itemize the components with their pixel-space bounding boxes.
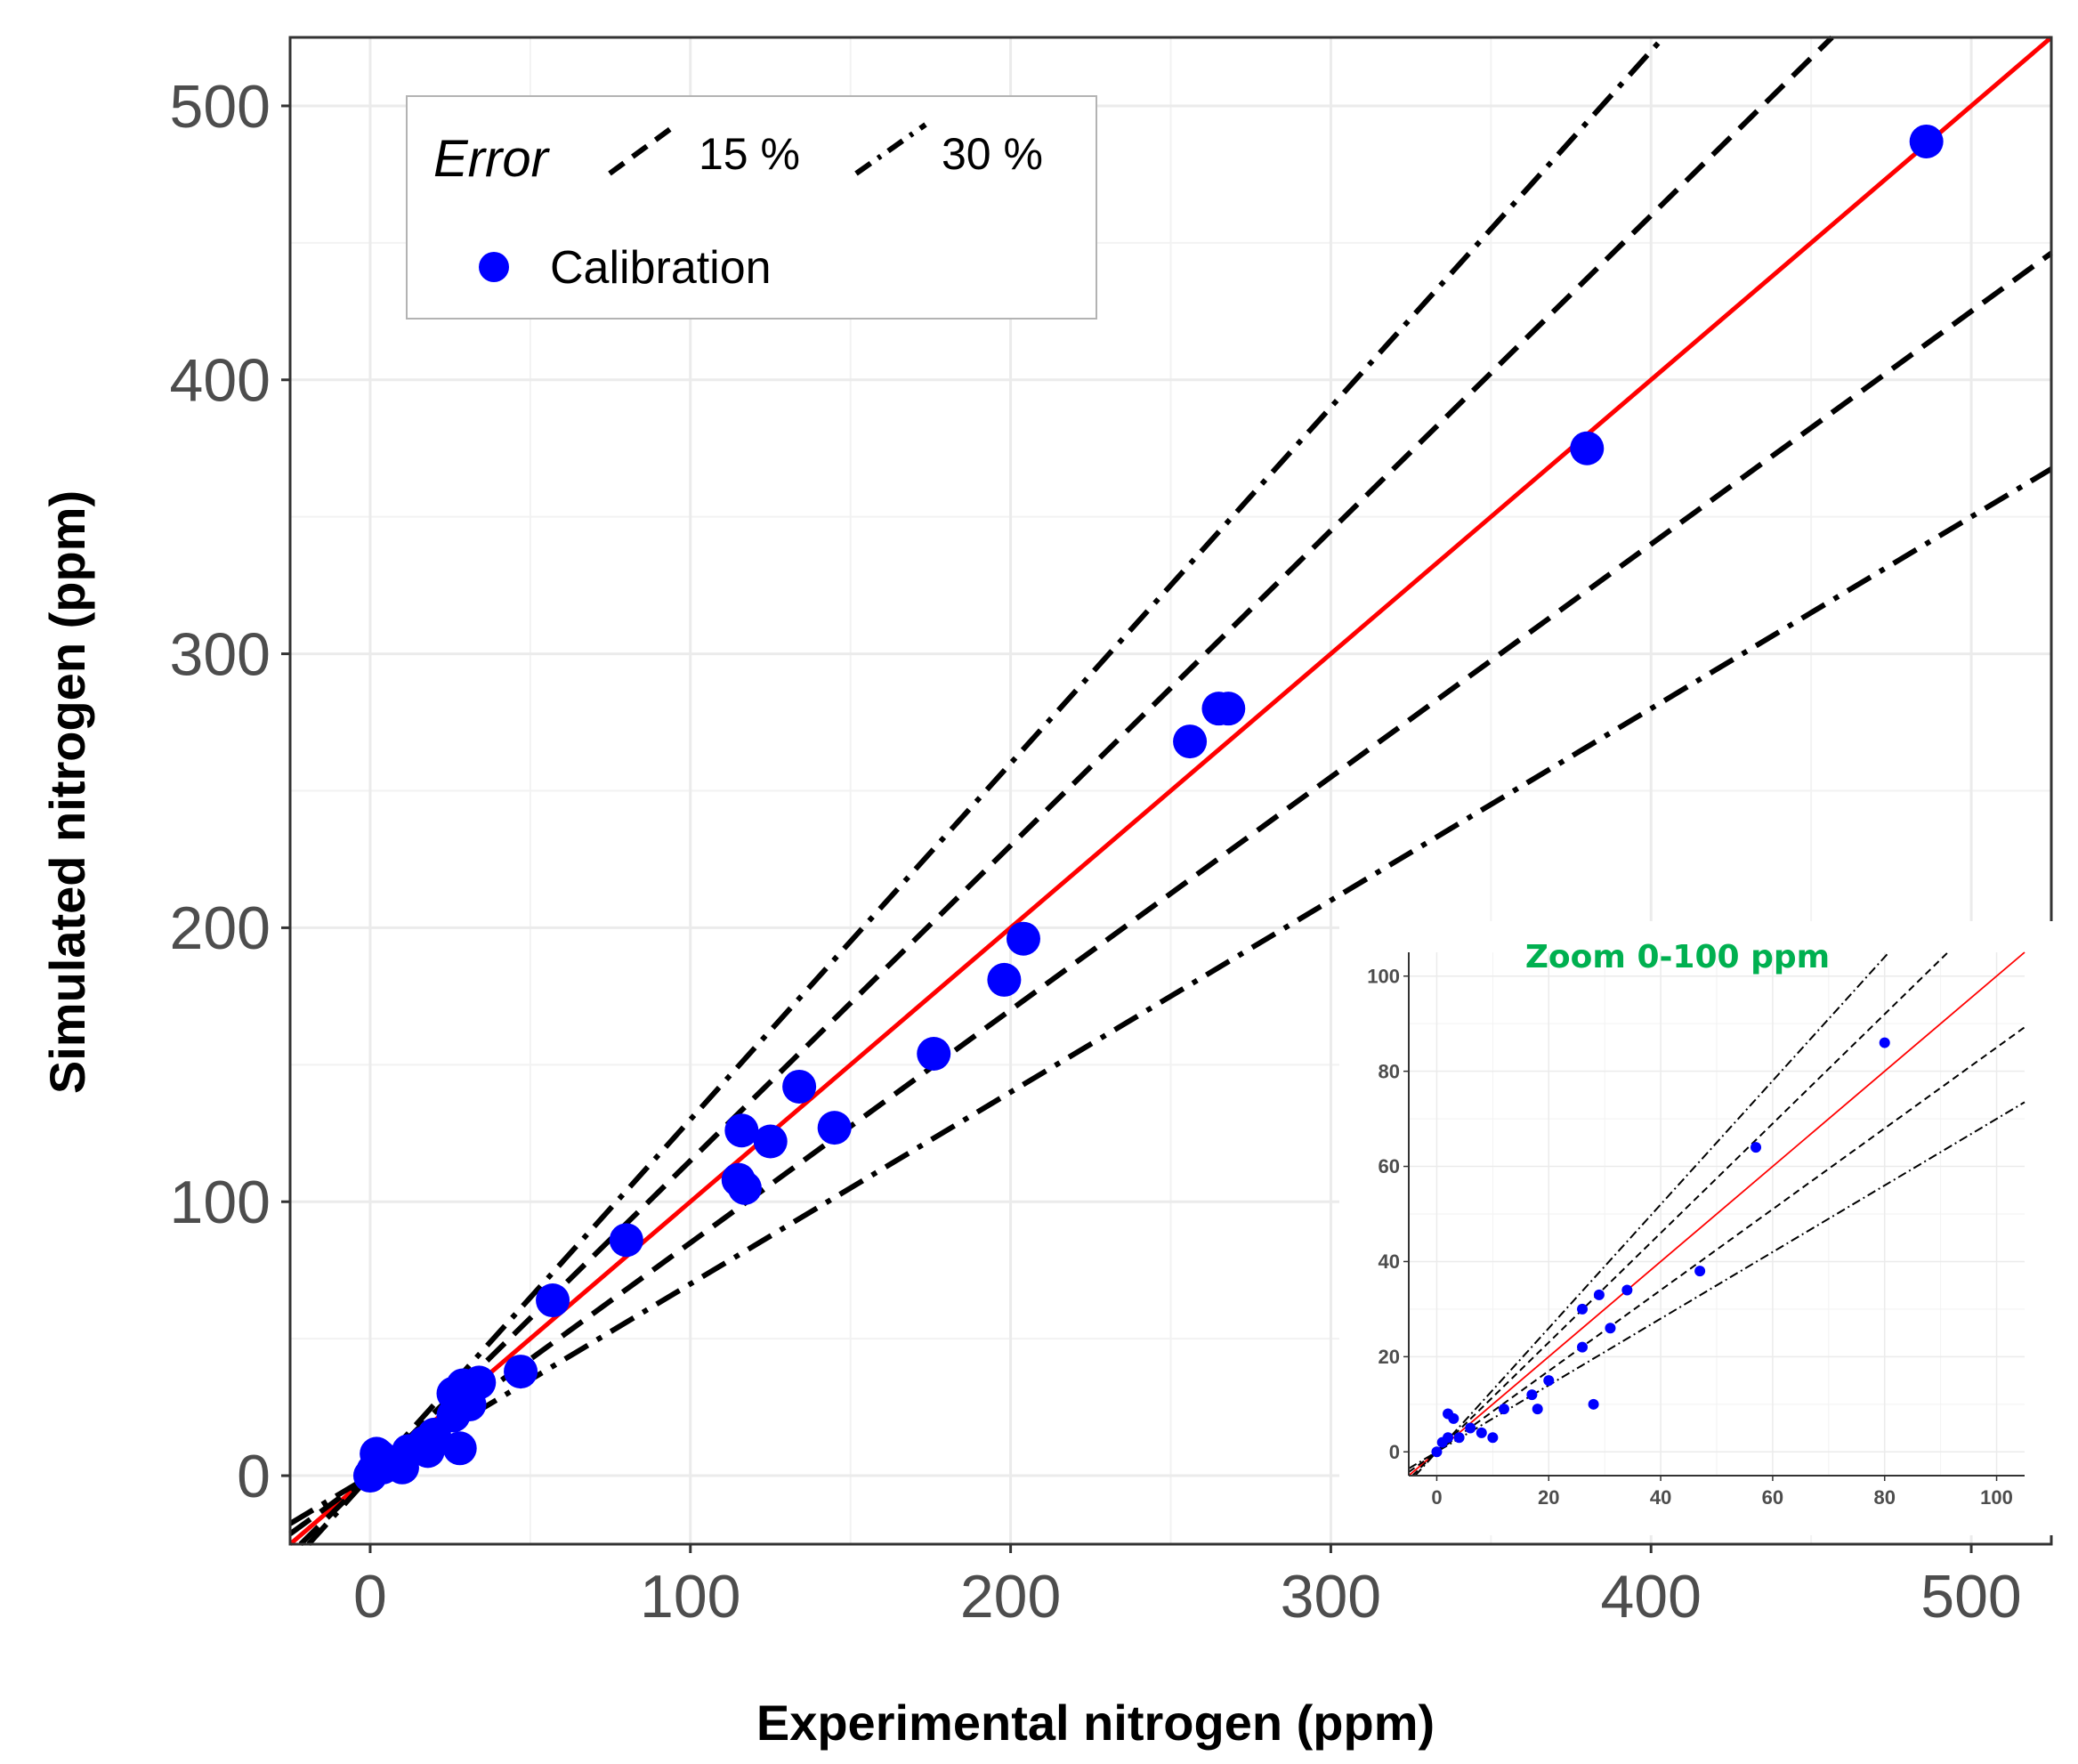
- data-point: [1532, 1404, 1543, 1415]
- x-tick-label: 0: [1431, 1486, 1442, 1509]
- inset-x-ticks: 0 20 40 60 80 100: [1431, 1476, 2013, 1509]
- data-point: [1448, 1412, 1459, 1424]
- data-point: [724, 1113, 759, 1148]
- data-point: [917, 1037, 951, 1072]
- inset-y-ticks: 0 20 40 60 80 100: [1367, 965, 1409, 1463]
- inset-data-points: [1431, 1037, 1890, 1458]
- legend-key-30: [854, 122, 927, 176]
- data-point: [1694, 1266, 1706, 1277]
- data-point: [504, 1355, 538, 1389]
- inset-title: Zoom 0-100 ppm: [1525, 939, 1830, 975]
- data-point: [1593, 1289, 1605, 1300]
- y-tick-label: 200: [170, 894, 271, 962]
- inset-reference-lines: [1408, 951, 2025, 1477]
- reference-line: [306, 35, 1666, 1547]
- x-tick-label: 100: [1980, 1486, 2013, 1509]
- data-point: [1577, 1341, 1589, 1353]
- data-point: [727, 1170, 762, 1205]
- y-tick-label: 80: [1379, 1060, 1400, 1082]
- y-tick-label: 100: [170, 1169, 271, 1236]
- data-point: [1543, 1375, 1555, 1387]
- main-x-ticks: 0 100 200 300 400 500: [353, 1544, 2022, 1630]
- legend-label-15: 15 %: [699, 129, 800, 179]
- main-y-ticks: 0 100 200 300 400 500: [170, 73, 290, 1510]
- legend-label-30: 30 %: [942, 129, 1043, 179]
- legend-key-15: [608, 122, 678, 176]
- y-tick-label: 60: [1379, 1155, 1400, 1177]
- x-tick-label: 20: [1538, 1486, 1559, 1509]
- y-axis-title: Simulated nitrogen (ppm): [39, 490, 95, 1094]
- y-tick-label: 0: [1389, 1441, 1400, 1463]
- legend-title: Error: [433, 130, 551, 188]
- data-point: [782, 1069, 817, 1104]
- data-point: [1588, 1398, 1599, 1410]
- data-point: [1173, 724, 1208, 759]
- x-tick-label: 200: [960, 1563, 1061, 1630]
- legend-box: [406, 95, 1097, 320]
- reference-line: [1414, 951, 1890, 1477]
- data-point: [1526, 1389, 1538, 1401]
- data-point: [536, 1283, 570, 1318]
- data-point: [987, 962, 1022, 997]
- y-tick-label: 0: [237, 1443, 271, 1510]
- x-tick-label: 500: [1920, 1563, 2021, 1630]
- y-tick-label: 400: [170, 347, 271, 415]
- legend-label-calibration: Calibration: [550, 242, 772, 294]
- data-point: [1443, 1432, 1454, 1444]
- data-point: [1476, 1427, 1487, 1438]
- reference-line: [288, 36, 2053, 1546]
- inset-grid: [1409, 952, 2025, 1476]
- reference-line: [1408, 951, 2025, 1477]
- y-tick-label: 20: [1379, 1346, 1400, 1368]
- data-point: [1570, 431, 1605, 465]
- data-point: [1909, 124, 1944, 158]
- data-point: [817, 1111, 852, 1145]
- x-tick-label: 40: [1650, 1486, 1671, 1509]
- data-point: [442, 1431, 477, 1466]
- reference-line: [288, 250, 2053, 1536]
- data-point: [1211, 692, 1246, 726]
- reference-line: [1408, 1101, 2025, 1469]
- y-tick-label: 100: [1367, 965, 1400, 987]
- data-point: [1751, 1142, 1762, 1153]
- data-point: [462, 1365, 497, 1400]
- data-point: [1465, 1422, 1476, 1434]
- reference-line: [1411, 951, 1949, 1477]
- main-plot-frame: [288, 36, 2053, 1546]
- data-point: [609, 1223, 643, 1258]
- data-point: [1498, 1404, 1509, 1415]
- data-point: [1431, 1446, 1443, 1458]
- main-data-points: [352, 124, 1944, 1493]
- y-tick-label: 300: [170, 620, 271, 688]
- x-axis-title: Experimental nitrogen (ppm): [756, 1695, 1435, 1751]
- legend-point-key: [479, 252, 509, 282]
- y-tick-label: 40: [1379, 1250, 1400, 1273]
- x-tick-label: 0: [353, 1563, 387, 1630]
- legend: Error 15 % 30 % Calibration: [406, 95, 1097, 320]
- data-point: [1879, 1037, 1890, 1048]
- data-point: [1605, 1323, 1616, 1334]
- data-point: [1487, 1432, 1499, 1444]
- x-tick-label: 80: [1873, 1486, 1895, 1509]
- x-tick-label: 60: [1762, 1486, 1783, 1509]
- x-tick-label: 300: [1281, 1563, 1381, 1630]
- inset-zoom-panel: 0 20 40 60 80 100 0 20 40 60 80 100 Zoom 0-100 ppm: [1339, 921, 2069, 1535]
- data-point: [753, 1124, 788, 1159]
- x-tick-label: 400: [1600, 1563, 1701, 1630]
- y-tick-label: 500: [170, 73, 271, 141]
- data-point: [1006, 921, 1040, 956]
- x-tick-label: 100: [640, 1563, 740, 1630]
- data-point: [1453, 1432, 1465, 1444]
- data-point: [1577, 1303, 1589, 1315]
- data-point: [1621, 1284, 1633, 1296]
- reference-line: [288, 466, 2053, 1526]
